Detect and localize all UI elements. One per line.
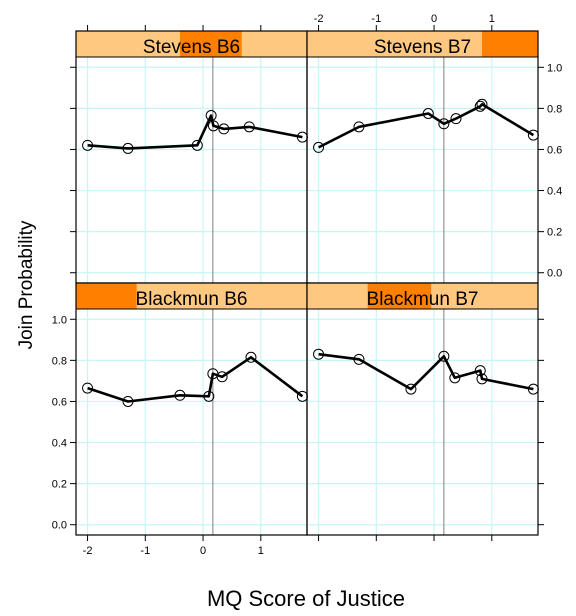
y-tick-label: 0.4 xyxy=(52,438,67,450)
y-tick-label: 0.8 xyxy=(52,355,67,367)
y-tick-label: 0.0 xyxy=(52,520,67,532)
data-point xyxy=(353,121,365,133)
x-tick-label: -2 xyxy=(83,545,93,557)
series-line xyxy=(87,355,304,403)
x-tick-label: -1 xyxy=(140,545,150,557)
y-tick-label: 1.0 xyxy=(52,314,67,326)
data-point xyxy=(476,373,488,385)
data-point xyxy=(216,371,228,383)
y-tick-label: 0.2 xyxy=(547,227,562,239)
data-point xyxy=(405,383,417,395)
panel-blackmun-b7: Blackmun B7 xyxy=(306,282,539,536)
data-point xyxy=(438,118,450,130)
data-point xyxy=(476,98,488,110)
strip-highlight xyxy=(76,283,137,309)
data-point xyxy=(174,389,186,401)
panel-title: Blackmun B6 xyxy=(136,289,248,310)
data-point xyxy=(450,113,462,125)
data-point xyxy=(245,351,257,363)
data-point xyxy=(422,108,434,119)
y-tick-label: 0.6 xyxy=(52,396,67,408)
data-point xyxy=(191,139,203,151)
series-line xyxy=(318,103,535,149)
panel-border xyxy=(75,30,308,284)
x-tick-label: -1 xyxy=(371,13,381,25)
data-point xyxy=(122,142,134,154)
panel-border xyxy=(306,282,539,536)
data-point xyxy=(203,390,215,402)
strip-highlight xyxy=(367,283,432,309)
data-point xyxy=(438,350,450,362)
y-tick-label: 0.6 xyxy=(547,144,562,156)
data-point xyxy=(82,382,94,394)
data-point xyxy=(449,372,461,384)
data-point xyxy=(122,395,134,407)
y-tick-label: 0.8 xyxy=(547,103,562,115)
x-tick-label: -2 xyxy=(314,13,324,25)
panel-title: Stevens B6 xyxy=(143,37,240,58)
data-point xyxy=(205,110,217,122)
panel-stevens-b6: Stevens B6 xyxy=(75,30,308,284)
y-tick-label: 0.0 xyxy=(547,268,562,280)
panel-stevens-b7: Stevens B7 xyxy=(306,30,539,284)
x-tick-label: 0 xyxy=(431,13,437,25)
data-point xyxy=(474,100,486,112)
panel-border xyxy=(306,30,539,284)
data-point xyxy=(82,139,94,151)
panel-title: Blackmun B7 xyxy=(367,289,479,310)
axes-layer: -2 -1 0 1 -2 -1 0 1 0.0 0.2 0.4 0.6 0.8 1.0 0.0 0.2 0.4 0… xyxy=(52,13,563,557)
x-axis-label: MQ Score of Justice xyxy=(207,586,405,611)
series-line xyxy=(318,352,534,391)
panel-border xyxy=(75,282,308,536)
panels-layer: Stevens B6 Stevens B7 Blackmun B6 Blackmun … xyxy=(75,30,539,536)
y-tick-label: 0.4 xyxy=(547,186,562,198)
strip-highlight xyxy=(481,31,538,57)
panel-blackmun-b6: Blackmun B6 xyxy=(75,282,308,536)
data-point xyxy=(474,365,486,377)
y-axis-label: Join Probability xyxy=(16,220,37,349)
data-point xyxy=(313,141,325,153)
strip-highlight xyxy=(179,31,242,57)
panel-title: Stevens B7 xyxy=(374,37,471,58)
y-tick-label: 1.0 xyxy=(547,62,562,74)
data-point xyxy=(313,348,325,360)
data-point xyxy=(207,120,219,132)
x-tick-label: 0 xyxy=(200,545,206,557)
data-point xyxy=(243,121,255,133)
data-point xyxy=(353,353,365,365)
y-tick-label: 0.2 xyxy=(52,479,67,491)
x-tick-label: 1 xyxy=(258,545,264,557)
series-line xyxy=(87,114,303,150)
x-tick-label: 1 xyxy=(489,13,495,25)
data-point xyxy=(218,123,230,135)
